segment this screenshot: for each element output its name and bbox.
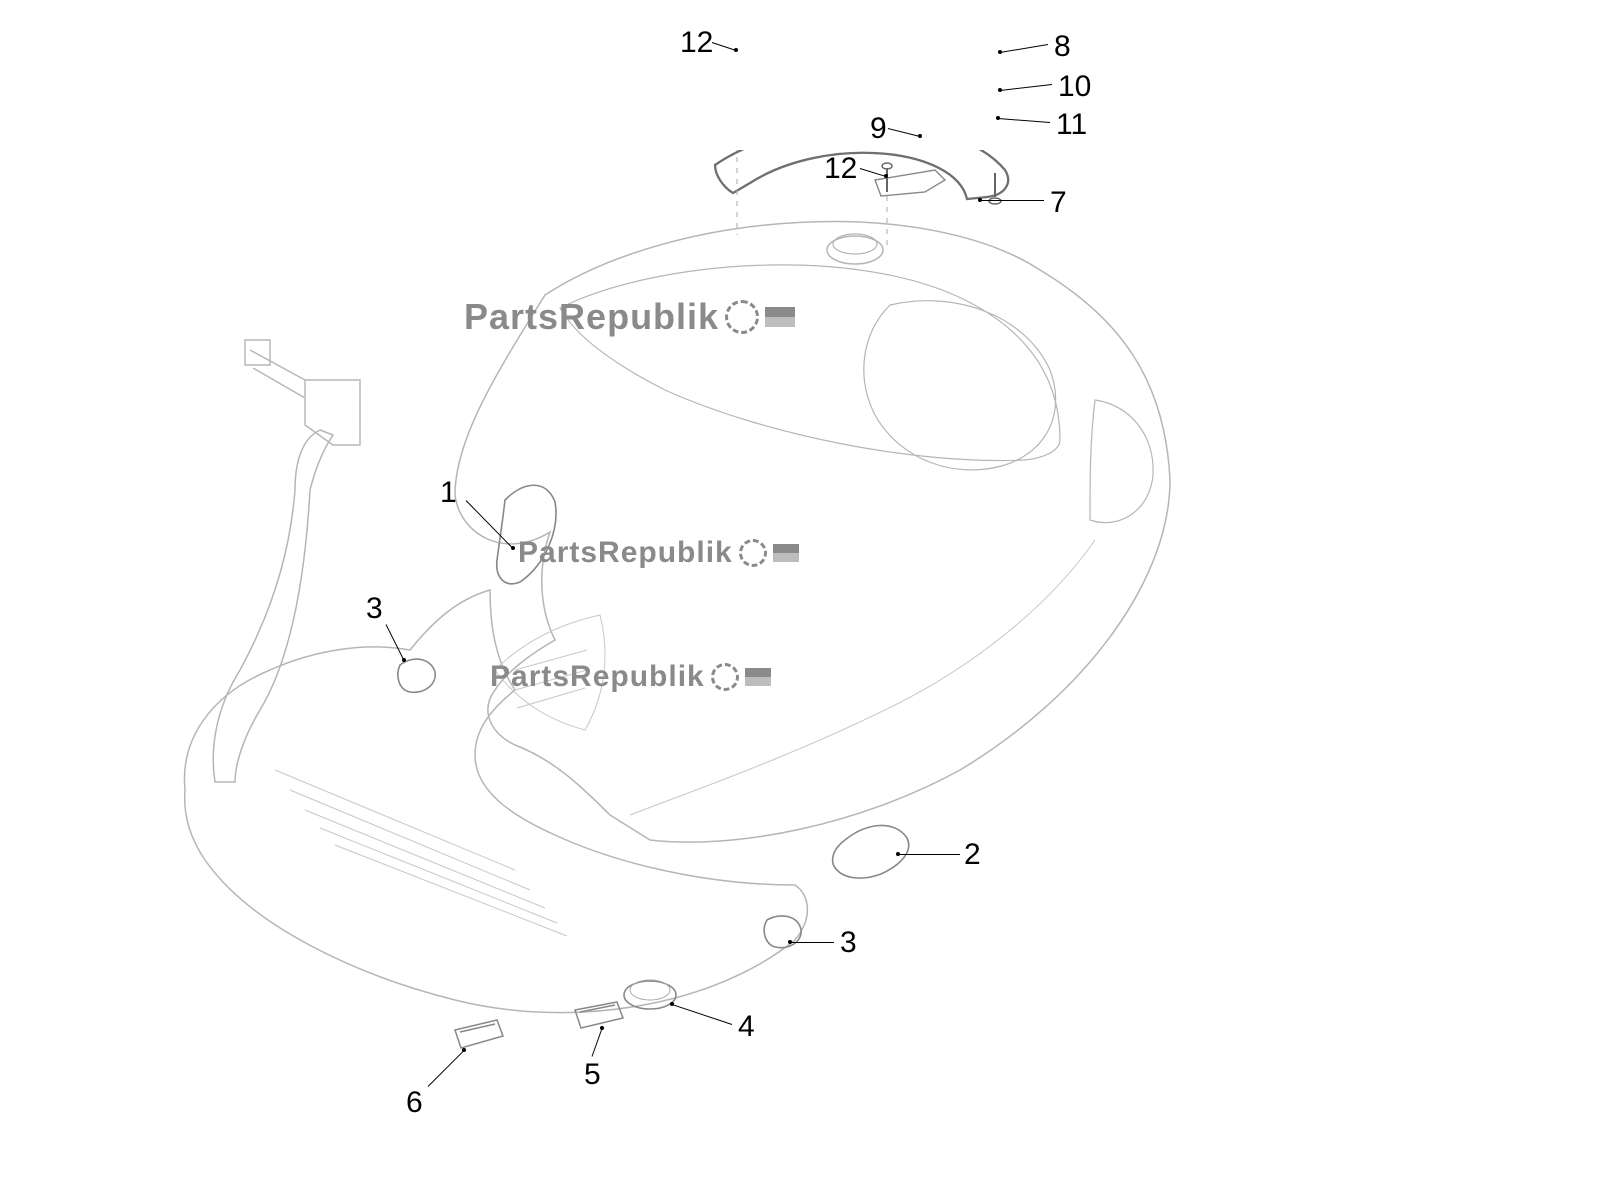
flag-icon xyxy=(765,307,795,327)
callout-8: 8 xyxy=(1054,30,1071,64)
leader-line xyxy=(980,200,1044,201)
washer-11 xyxy=(989,198,1001,204)
callout-6: 6 xyxy=(406,1086,423,1120)
watermark: PartsRepublik xyxy=(518,536,799,570)
rear-lamp xyxy=(1090,400,1153,523)
leader-line xyxy=(790,942,834,943)
callout-12a: 12 xyxy=(680,26,713,60)
callout-5: 5 xyxy=(584,1058,601,1092)
steering-bracket xyxy=(245,340,360,445)
leader-dot xyxy=(511,546,515,550)
leader-dot xyxy=(998,50,1002,54)
leader-dot xyxy=(462,1048,466,1052)
callout-1: 1 xyxy=(440,476,457,510)
watermark: PartsRepublik xyxy=(464,296,795,338)
leader-dot xyxy=(978,198,982,202)
gear-icon xyxy=(711,663,739,691)
seat-contour xyxy=(560,265,1060,461)
leader-dot xyxy=(734,48,738,52)
diagram-stage: PartsRepublik PartsRepublik PartsRepublik 1… xyxy=(0,0,1600,1200)
callout-11: 11 xyxy=(1056,108,1087,142)
floorboard xyxy=(184,590,807,1013)
leader-dot xyxy=(896,852,900,856)
fuel-cap-top xyxy=(833,234,877,254)
plug-5 xyxy=(575,1002,623,1028)
leader-dot xyxy=(402,658,406,662)
leader-dot xyxy=(788,940,792,944)
flag-icon xyxy=(773,544,799,562)
cap-3-left xyxy=(398,659,435,692)
gear-icon xyxy=(739,539,767,567)
watermark-text: PartsRepublik xyxy=(464,296,719,338)
leader-line xyxy=(1000,84,1052,91)
watermark: PartsRepublik xyxy=(490,660,771,694)
leader-line xyxy=(712,42,736,51)
gear-icon xyxy=(725,300,759,334)
plug-6 xyxy=(455,1020,503,1048)
callout-2: 2 xyxy=(964,838,981,872)
callout-3a: 3 xyxy=(366,592,383,626)
watermark-text: PartsRepublik xyxy=(490,660,705,694)
leader-dot xyxy=(918,134,922,138)
leader-line xyxy=(888,128,920,137)
grab-handle xyxy=(715,150,1008,199)
legshield xyxy=(213,430,333,782)
callout-3b: 3 xyxy=(840,926,857,960)
scooter-svg xyxy=(155,150,1205,1070)
leader-dot xyxy=(670,1002,674,1006)
callout-7: 7 xyxy=(1050,186,1067,220)
leader-line xyxy=(1000,44,1048,53)
leader-dot xyxy=(884,174,888,178)
engine-panel xyxy=(864,301,1056,470)
callout-9: 9 xyxy=(870,112,887,146)
watermark-text: PartsRepublik xyxy=(518,536,733,570)
callout-12b: 12 xyxy=(824,152,857,186)
floor-ribs xyxy=(275,770,567,936)
leader-dot xyxy=(998,88,1002,92)
leader-line xyxy=(898,854,960,855)
leader-dot xyxy=(996,116,1000,120)
plug-4-t xyxy=(630,980,670,1000)
scooter-lineart xyxy=(155,150,1205,1070)
leader-line xyxy=(998,118,1050,123)
leader-dot xyxy=(600,1026,604,1030)
flag-icon xyxy=(745,668,771,686)
callout-10: 10 xyxy=(1058,70,1091,104)
callout-4: 4 xyxy=(738,1010,755,1044)
